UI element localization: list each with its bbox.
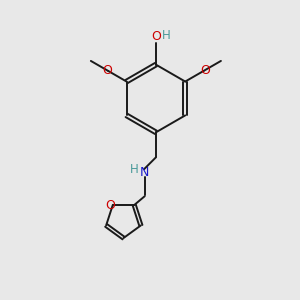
Text: H: H: [162, 29, 171, 42]
Text: O: O: [105, 199, 115, 212]
Text: O: O: [200, 64, 210, 77]
Text: H: H: [130, 163, 138, 176]
Text: O: O: [102, 64, 112, 77]
Text: N: N: [140, 166, 149, 179]
Text: O: O: [151, 29, 161, 43]
